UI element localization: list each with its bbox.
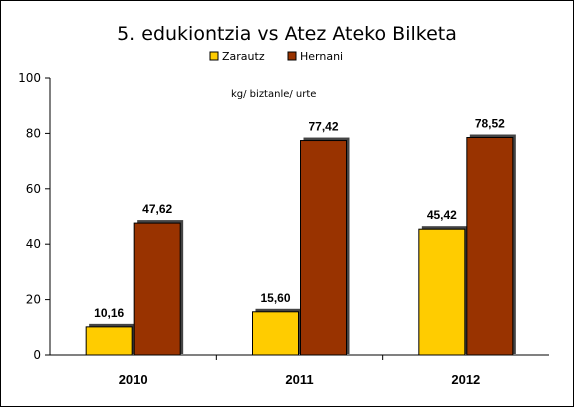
data-label: 47,62 — [142, 202, 172, 216]
y-tick-label: 40 — [26, 237, 41, 251]
x-tick-label: 2011 — [285, 372, 313, 387]
data-label: 10,16 — [94, 306, 124, 320]
legend-swatch — [287, 51, 297, 61]
bar-hernani-2011 — [300, 140, 347, 356]
bar-hernani-2012 — [466, 136, 514, 356]
data-label: 77,42 — [308, 120, 338, 134]
plot-area: 0 20 40 60 80 100 10,16 47,62 2010 15,60 77,42 2011… — [18, 71, 549, 387]
bar-hernani-2010 — [133, 222, 181, 356]
y-tick-label: 80 — [26, 126, 41, 140]
y-tick-label: 100 — [18, 71, 41, 85]
bar-zarautz-2010 — [85, 326, 133, 356]
y-tick-label: 60 — [26, 182, 41, 196]
legend-label: Hernani — [300, 50, 343, 63]
bar-zarautz-2011 — [252, 311, 299, 356]
data-label: 45,42 — [427, 208, 457, 222]
legend: Zarautz Hernani — [209, 50, 343, 63]
legend-item-hernani: Hernani — [287, 50, 343, 63]
data-label: 15,60 — [260, 291, 290, 305]
legend-item-zarautz: Zarautz — [209, 50, 265, 63]
x-tick-label: 2010 — [119, 372, 148, 387]
y-tick-label: 0 — [33, 348, 41, 362]
data-label: 78,52 — [475, 116, 505, 130]
unit-annotation: kg/ biztanle/ urte — [231, 89, 316, 100]
legend-label: Zarautz — [222, 50, 265, 63]
y-tick-label: 20 — [26, 293, 41, 307]
x-tick-label: 2012 — [451, 372, 480, 387]
legend-swatch — [209, 51, 219, 61]
chart-title: 5. edukiontzia vs Atez Ateko Bilketa — [117, 23, 457, 45]
bar-zarautz-2012 — [418, 228, 466, 356]
